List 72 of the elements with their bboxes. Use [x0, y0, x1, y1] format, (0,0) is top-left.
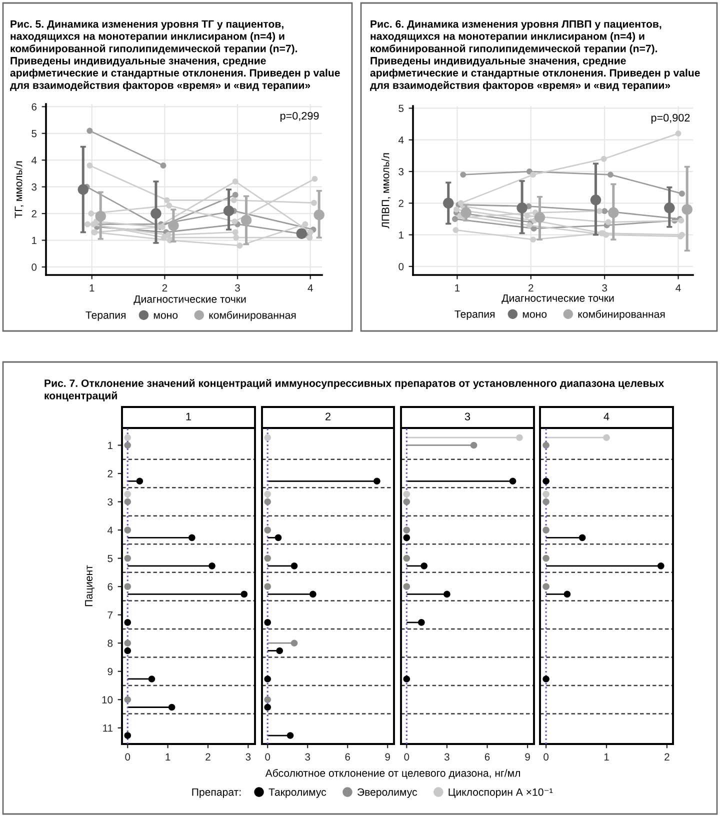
- y-axis-title: ТГ, ммоль/л: [14, 161, 24, 218]
- annotation: p=0,902: [651, 114, 690, 124]
- x-tick-label: 1: [455, 284, 460, 292]
- x-tick-label: 2: [664, 753, 670, 760]
- y-tick-label: 3: [32, 183, 37, 191]
- y-axis-title: ЛПВП, ммоль/л: [381, 153, 390, 228]
- x-tick-label: 0: [265, 753, 270, 761]
- y-tick-label: 1: [32, 236, 36, 244]
- annotation: p=0,299: [280, 112, 319, 122]
- x-tick-label: 4: [308, 284, 313, 292]
- y-tick-label: 1: [399, 231, 404, 239]
- y-tick-label: 2: [398, 200, 404, 207]
- legend-label: Циклоспорин А ×10⁻¹: [448, 788, 553, 798]
- y-tick-label: 3: [108, 498, 113, 506]
- chart-subtitle: 1: [186, 412, 191, 420]
- y-tick-label: 4: [31, 156, 37, 164]
- legend-label: комбинированная: [209, 311, 296, 321]
- x-tick-label: 1: [604, 753, 609, 760]
- chart-subtitle: 2: [326, 412, 330, 420]
- x-tick-label: 3: [246, 753, 251, 761]
- x-tick-label: 1: [166, 753, 170, 760]
- x-tick-label: 4: [676, 284, 681, 292]
- chart-title: Рис. 6. Динамика изменения уровня ЛПВП у пациентов, находящихся на монотерапии инклисираном (n=4) и комбинированной гиполипидемической терапии (n=7). Приведены индивидуальные значения, средние арифметические и стандартные отклонения. Приведен p value для взаимодействия факторов «время» и «вид терапии»: [370, 20, 700, 92]
- y-tick-label: 11: [103, 724, 112, 732]
- x-tick-label: 0: [404, 753, 410, 761]
- y-tick-label: 4: [398, 136, 404, 144]
- legend-label: моно: [154, 313, 178, 319]
- y-tick-label: 3: [398, 168, 404, 176]
- x-tick-label: 6: [345, 753, 350, 761]
- chart-subtitle: 3: [464, 412, 470, 420]
- y-tick-label: 0: [32, 264, 37, 271]
- x-tick-label: 2: [528, 284, 534, 292]
- x-tick-label: 0: [544, 753, 548, 761]
- x-tick-label: 0: [125, 753, 130, 761]
- legend-label: Эверолимус: [358, 788, 417, 798]
- x-tick-label: 3: [305, 753, 310, 761]
- x-axis-title: Диагностические точки: [134, 295, 246, 305]
- x-tick-label: 9: [385, 753, 390, 761]
- y-tick-label: 4: [107, 526, 113, 534]
- legend-label: моно: [522, 312, 547, 318]
- y-tick-label: 5: [108, 554, 113, 562]
- y-tick-label: 5: [398, 104, 404, 112]
- y-tick-label: 6: [32, 103, 37, 110]
- chart-subtitle: 4: [604, 412, 610, 420]
- y-tick-label: 7: [108, 611, 112, 619]
- x-tick-label: 9: [525, 753, 530, 761]
- y-axis-title: Пациент: [85, 565, 95, 606]
- y-tick-label: 0: [398, 263, 404, 270]
- y-tick-label: 1: [108, 442, 112, 449]
- legend-title: Терапия: [454, 310, 494, 320]
- legend-title: Терапия: [86, 311, 126, 321]
- y-tick-label: 2: [108, 470, 112, 478]
- legend-label: Такролимус: [268, 788, 326, 798]
- text: Рис. 7. Отклонение значений концентраций иммуносупрессивных препаратов от установленного диапазона целевых концентраций: [44, 379, 664, 402]
- x-tick-label: 3: [235, 284, 240, 292]
- legend-label: комбинированная: [578, 310, 665, 320]
- y-tick-label: 6: [108, 583, 113, 590]
- x-tick-label: 3: [602, 284, 607, 292]
- x-axis-title: Абсолютное отклонение от целевого диазона, нг/мл: [265, 768, 520, 779]
- y-tick-label: 2: [32, 210, 36, 218]
- x-axis-title: Диагностические точки: [502, 294, 614, 304]
- y-tick-label: 8: [108, 640, 113, 647]
- legend-title: Препарат:: [192, 788, 241, 798]
- x-tick-label: 1: [90, 284, 94, 292]
- chart-title: Рис. 5. Динамика изменения уровня ТГ у пациентов, находящихся на монотерапии инклисираном (n=4) и комбинированной гиполипидемической терапии (n=7). Приведены индивидуальные значения, средние арифметические и стандартные отклонения. Приведен p value для взаимодействия факторов «время» и «вид терапии»: [10, 20, 340, 92]
- y-tick-label: 10: [102, 696, 113, 704]
- x-tick-label: 3: [444, 753, 450, 761]
- x-tick-label: 6: [484, 753, 490, 761]
- x-tick-label: 2: [206, 753, 210, 760]
- y-tick-label: 9: [108, 668, 112, 676]
- x-tick-label: 2: [162, 284, 168, 292]
- y-tick-label: 5: [32, 130, 37, 138]
